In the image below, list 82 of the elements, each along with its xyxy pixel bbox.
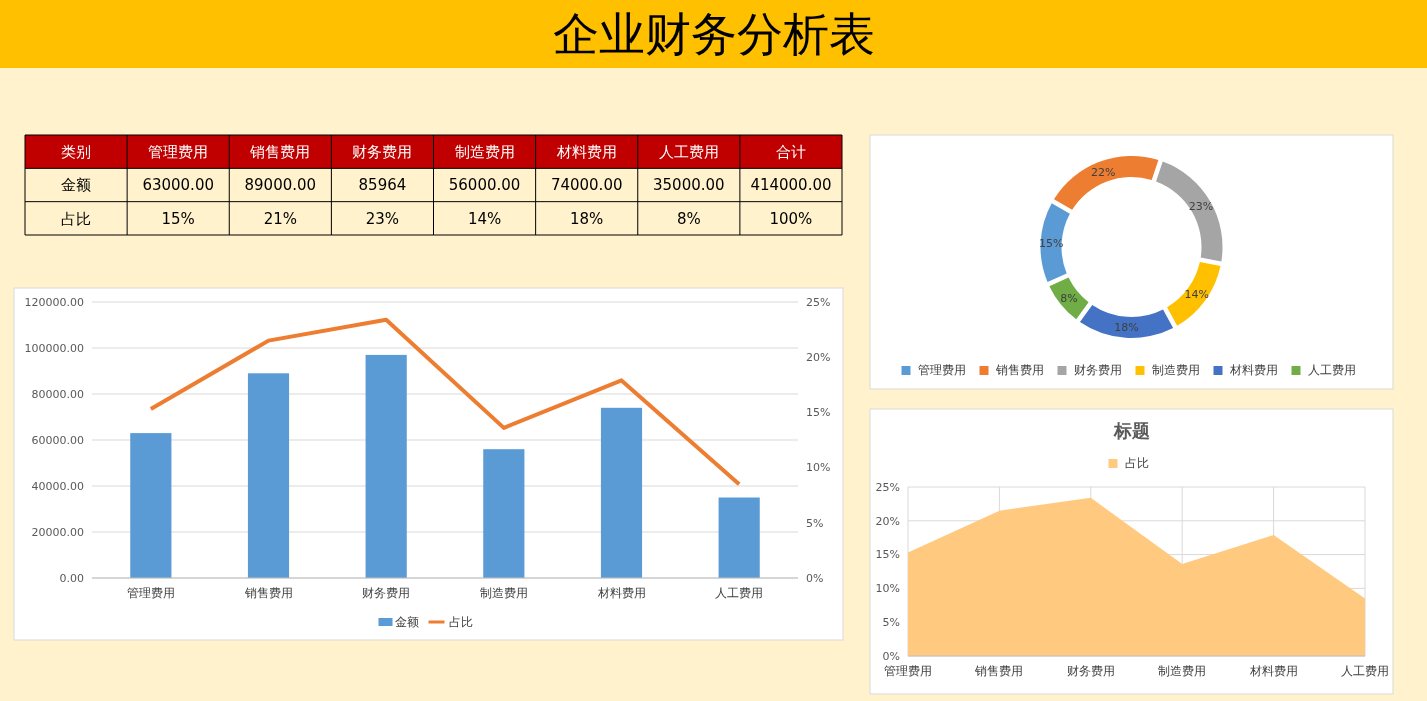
data-label: 8%	[676, 209, 701, 228]
y-tick-label: 40000.00	[31, 479, 84, 493]
y2-tick-label: 20%	[806, 351, 831, 365]
x-tick-label: 人工费用	[1341, 664, 1389, 679]
bar	[130, 433, 172, 578]
category-label: 人工费用	[658, 142, 719, 161]
y-tick-label: 0%	[882, 649, 900, 663]
data-label: 63000.00	[142, 176, 214, 195]
category-label: 合计	[775, 142, 806, 161]
data-label: 56000.00	[448, 176, 521, 195]
x-tick-label: 管理费用	[126, 586, 175, 601]
legend-label: 销售费用	[994, 363, 1044, 378]
x-tick-label: 制造费用	[479, 586, 528, 601]
y2-tick-label: 25%	[806, 295, 831, 309]
category-label: 财务费用	[352, 142, 413, 161]
x-tick-label: 销售费用	[243, 586, 293, 601]
data-label: 14%	[467, 209, 502, 228]
text: 企业财务分析表	[552, 7, 875, 62]
y-tick-label: 20%	[875, 514, 900, 528]
y-tick-label: 10%	[875, 582, 900, 596]
bar	[600, 407, 643, 578]
bar	[365, 354, 407, 578]
y-tick-label: 0.00	[59, 571, 84, 585]
data-label: 35000.00	[653, 176, 725, 195]
x-tick-label: 销售费用	[974, 664, 1024, 679]
donut-slice	[1079, 304, 1174, 338]
y-tick-label: 15%	[875, 548, 900, 562]
legend-label: 人工费用	[1307, 363, 1356, 378]
x-tick-label: 材料费用	[1248, 664, 1298, 679]
legend-label: 占比	[1124, 456, 1149, 471]
data-label: 23%	[365, 209, 400, 228]
data-label: 21%	[263, 209, 297, 228]
x-tick-label: 财务费用	[1066, 664, 1115, 679]
chart-title: 标题	[1112, 420, 1150, 442]
data-label: 15%	[161, 209, 195, 228]
data-label: 22%	[1090, 165, 1116, 179]
legend-label: 管理费用	[917, 363, 966, 378]
y-tick-label: 25%	[875, 480, 900, 494]
legend-label: 财务费用	[1073, 363, 1122, 378]
y2-tick-label: 15%	[806, 406, 831, 420]
category-label: 制造费用	[454, 142, 515, 161]
line-series	[148, 317, 742, 487]
y2-tick-label: 10%	[806, 461, 831, 475]
data-label: 23%	[1188, 200, 1214, 214]
x-tick-label: 财务费用	[362, 586, 411, 601]
legend-label: 金额	[394, 615, 419, 630]
y2-tick-label: 5%	[806, 516, 824, 530]
y-tick-label: 20000.00	[31, 525, 84, 539]
legend-label: 材料费用	[1228, 363, 1278, 378]
text: 类别	[61, 142, 92, 161]
data-label: 8%	[1060, 291, 1078, 305]
text: 金额	[61, 176, 92, 195]
donut-slice	[1167, 262, 1221, 326]
y-tick-label: 80000.00	[31, 387, 84, 401]
bar	[247, 373, 290, 578]
category-label: 材料费用	[555, 142, 617, 161]
data-label: 100%	[769, 209, 813, 228]
data-label: 89000.00	[244, 176, 317, 195]
category-label: 销售费用	[249, 142, 311, 161]
data-label: 74000.00	[550, 176, 623, 195]
y-tick-label: 5%	[882, 616, 900, 630]
data-label: 18%	[1114, 321, 1139, 335]
legend-label: 制造费用	[1151, 363, 1200, 378]
donut-slice	[1054, 156, 1159, 210]
category-label: 管理费用	[148, 142, 209, 161]
bar	[718, 497, 760, 578]
legend-label: 占比	[448, 615, 473, 630]
data-label: 414000.00	[750, 176, 832, 195]
y-tick-label: 100000.00	[24, 341, 84, 355]
y-tick-label: 60000.00	[31, 433, 84, 447]
x-tick-label: 制造费用	[1158, 664, 1207, 679]
donut-slice	[1156, 161, 1223, 262]
y2-tick-label: 0%	[806, 571, 824, 585]
text: 占比	[61, 209, 92, 228]
data-label: 18%	[570, 209, 604, 228]
data-label: 14%	[1184, 288, 1209, 302]
x-tick-label: 材料费用	[596, 586, 646, 601]
data-label: 85964	[358, 176, 407, 195]
x-tick-label: 管理费用	[884, 664, 932, 679]
x-tick-label: 人工费用	[715, 586, 764, 601]
y-tick-label: 120000.00	[24, 295, 84, 309]
bar	[483, 449, 525, 578]
